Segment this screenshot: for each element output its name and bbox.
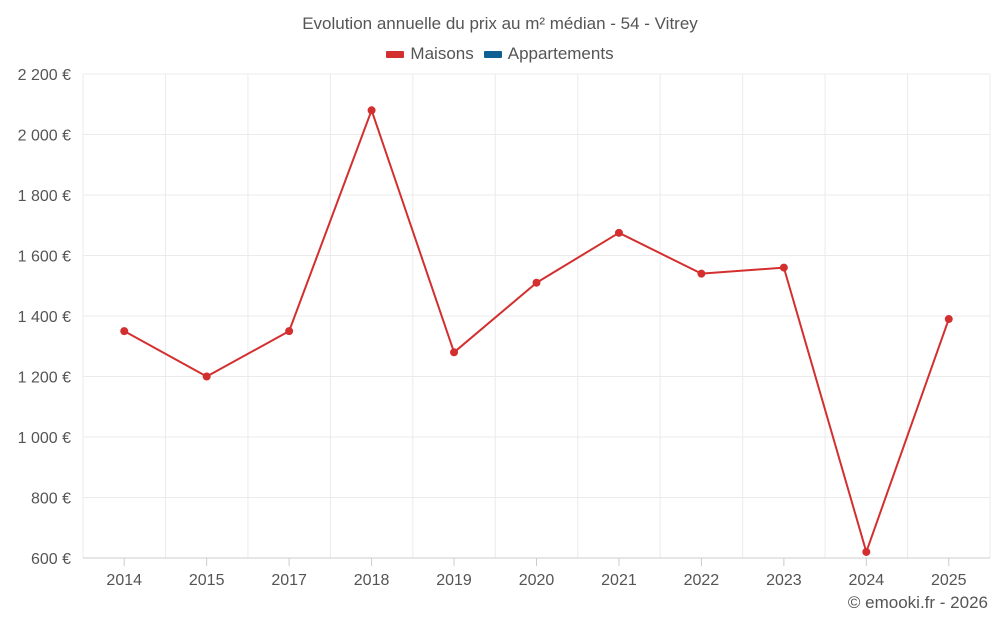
y-tick-label: 1 200 € [18, 370, 71, 387]
x-tick-label: 2021 [601, 572, 637, 589]
y-tick-label: 1 600 € [18, 249, 71, 266]
data-point-maisons [862, 547, 871, 556]
y-tick-label: 2 200 € [18, 67, 71, 84]
data-point-maisons [285, 327, 294, 336]
x-tick-label: 2018 [354, 572, 390, 589]
y-tick-label: 1 800 € [18, 188, 71, 205]
y-tick-label: 600 € [31, 551, 71, 568]
data-point-maisons [532, 278, 541, 287]
y-tick-label: 1 000 € [18, 430, 71, 447]
x-tick-label: 2020 [519, 572, 555, 589]
credit-text: © emooki.fr - 2026 [847, 593, 988, 612]
y-tick-label: 800 € [31, 491, 71, 508]
legend-label-maisons: Maisons [410, 44, 474, 63]
data-point-maisons [614, 228, 623, 237]
x-tick-label: 2014 [106, 572, 142, 589]
x-tick-label: 2024 [849, 572, 885, 589]
data-point-maisons [120, 327, 129, 336]
data-point-maisons [779, 263, 788, 272]
x-tick-label: 2017 [271, 572, 307, 589]
data-point-maisons [202, 372, 211, 381]
x-tick-label: 2022 [684, 572, 720, 589]
legend-item-maisons[interactable]: Maisons [386, 44, 474, 64]
legend-item-appartements[interactable]: Appartements [483, 44, 614, 64]
data-point-maisons [697, 269, 706, 278]
legend: Maisons Appartements [0, 44, 1000, 64]
data-point-maisons [450, 348, 459, 357]
x-tick-label: 2025 [931, 572, 967, 589]
x-tick-label: 2015 [189, 572, 225, 589]
legend-label-appartements: Appartements [507, 44, 614, 63]
y-tick-label: 1 400 € [18, 309, 71, 326]
x-tick-label: 2023 [766, 572, 802, 589]
y-tick-label: 2 000 € [18, 128, 71, 145]
legend-swatch-appartements [483, 50, 502, 58]
chart-title: Evolution annuelle du prix au m² médian … [302, 14, 698, 33]
data-point-maisons [944, 315, 953, 324]
x-tick-label: 2019 [436, 572, 472, 589]
data-point-maisons [367, 106, 376, 115]
legend-swatch-maisons [386, 50, 405, 58]
